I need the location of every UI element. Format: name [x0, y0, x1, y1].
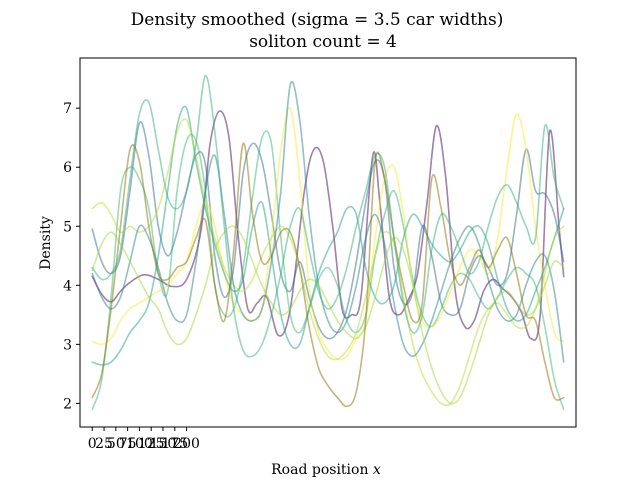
x-tick-label: 150	[150, 436, 177, 452]
chart-title: Density smoothed (sigma = 3.5 car widths…	[131, 10, 504, 30]
plot-frame	[79, 57, 577, 428]
density-series-line-6	[91, 118, 565, 407]
y-tick-label: 7	[63, 101, 72, 117]
y-axis-label: Density	[38, 216, 54, 270]
density-series-line-10	[91, 74, 565, 358]
x-tick-label: 175	[161, 436, 188, 452]
density-series-line-5	[91, 105, 565, 366]
x-tick-label: 200	[173, 436, 200, 452]
x-tick-label: 100	[126, 436, 153, 452]
density-series-line-8	[91, 225, 565, 405]
chart-subtitle: soliton count = 4	[249, 32, 397, 52]
y-tick-label: 3	[63, 337, 72, 353]
y-tick-label: 6	[63, 160, 72, 176]
series-layer	[91, 74, 565, 411]
y-tick-label: 4	[63, 278, 72, 294]
x-tick-label: 0	[88, 436, 97, 452]
x-tick-label: 50	[107, 436, 125, 452]
x-axis-label: Road position x	[271, 462, 381, 478]
density-series-line-3	[91, 130, 565, 411]
y-axis-ticks: 2 3 4 5 6 7	[63, 101, 80, 412]
y-tick-label: 2	[63, 396, 72, 412]
density-series-line-9	[91, 142, 565, 408]
x-tick-label: 125	[138, 436, 165, 452]
x-tick-label: 75	[119, 436, 137, 452]
x-tick-label: 25	[95, 436, 113, 452]
density-series-line-7	[91, 81, 565, 363]
y-tick-label: 5	[63, 219, 72, 235]
